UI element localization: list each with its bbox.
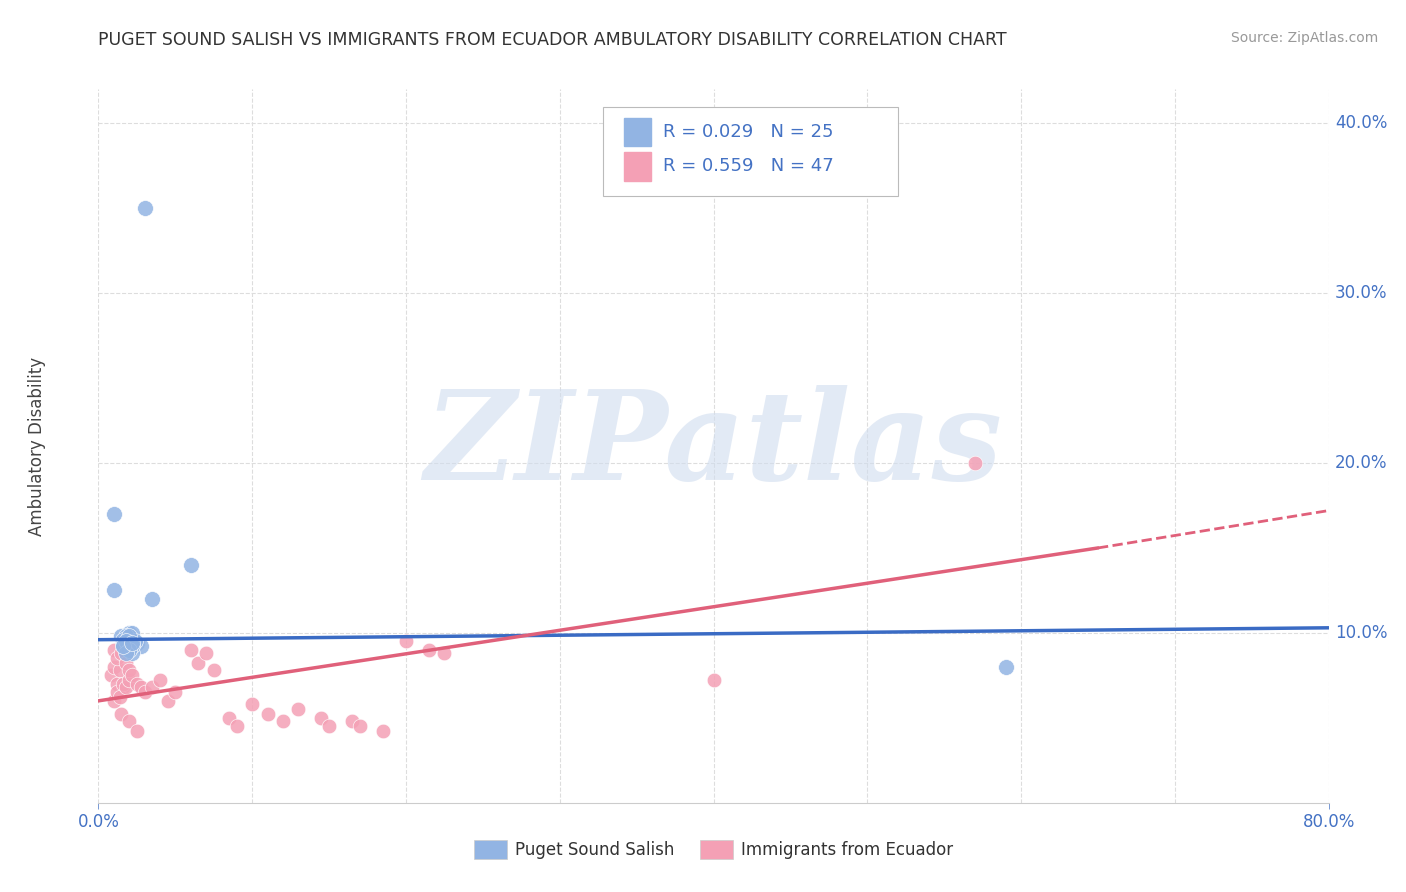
Text: R = 0.029   N = 25: R = 0.029 N = 25 (664, 123, 834, 141)
Point (112, 638, 135, 652)
Point (165, 685, 187, 699)
Point (141, 591, 163, 606)
Point (112, 680, 135, 694)
Point (131, 680, 153, 694)
Point (125, 677, 148, 691)
Point (287, 702, 309, 716)
Point (103, 660, 125, 674)
Point (418, 643, 440, 657)
Legend: Puget Sound Salish, Immigrants from Ecuador: Puget Sound Salish, Immigrants from Ecua… (467, 833, 960, 866)
Text: Ambulatory Disability: Ambulatory Disability (28, 357, 46, 535)
Text: Source: ZipAtlas.com: Source: ZipAtlas.com (1230, 31, 1378, 45)
Point (180, 558, 202, 572)
Point (225, 719, 247, 733)
Point (118, 629, 141, 643)
Point (118, 643, 141, 657)
Point (340, 714, 363, 729)
Point (121, 668, 143, 682)
Text: 20.0%: 20.0% (1334, 454, 1388, 472)
Text: 30.0%: 30.0% (1334, 284, 1388, 302)
Point (110, 629, 132, 643)
Point (125, 724, 148, 739)
Point (311, 711, 333, 725)
Point (271, 714, 294, 729)
Point (103, 583, 125, 598)
Point (118, 714, 141, 729)
FancyBboxPatch shape (603, 107, 898, 196)
Point (115, 657, 138, 671)
Point (110, 707, 132, 722)
Point (121, 636, 143, 650)
Point (103, 507, 125, 521)
Point (256, 707, 278, 722)
Point (115, 629, 138, 643)
Point (371, 724, 394, 739)
Text: R = 0.559   N = 47: R = 0.559 N = 47 (664, 157, 834, 175)
Bar (624, 118, 651, 146)
Point (108, 663, 131, 677)
Point (105, 677, 128, 691)
Point (202, 663, 225, 677)
Point (134, 685, 156, 699)
Point (433, 646, 456, 660)
Text: 10.0%: 10.0% (1334, 624, 1388, 642)
Point (994, 660, 1017, 674)
Point (963, 456, 986, 470)
Point (103, 694, 125, 708)
Point (100, 668, 122, 682)
Point (112, 677, 135, 691)
Point (108, 690, 131, 705)
Point (118, 626, 141, 640)
Point (318, 719, 340, 733)
Point (124, 634, 146, 648)
Point (118, 673, 141, 688)
Bar (624, 152, 651, 180)
Point (349, 719, 371, 733)
Point (240, 698, 263, 712)
Point (395, 634, 418, 648)
Point (187, 657, 209, 671)
Point (703, 673, 725, 688)
Point (149, 673, 172, 688)
Point (195, 646, 218, 660)
Point (218, 711, 240, 725)
Point (105, 651, 128, 665)
Point (110, 646, 132, 660)
Point (115, 680, 138, 694)
Point (103, 643, 125, 657)
Point (156, 694, 179, 708)
Point (141, 680, 163, 694)
Point (131, 640, 153, 654)
Point (134, 201, 156, 215)
Point (105, 685, 128, 699)
Point (112, 632, 135, 647)
Text: ZIPatlas: ZIPatlas (425, 385, 1002, 507)
Point (118, 643, 141, 657)
Point (118, 663, 141, 677)
Point (115, 640, 138, 654)
Point (112, 640, 135, 654)
Point (121, 626, 143, 640)
Point (115, 634, 138, 648)
Text: PUGET SOUND SALISH VS IMMIGRANTS FROM ECUADOR AMBULATORY DISABILITY CORRELATION : PUGET SOUND SALISH VS IMMIGRANTS FROM EC… (98, 31, 1007, 49)
Point (125, 636, 148, 650)
Point (121, 646, 143, 660)
Text: 40.0%: 40.0% (1334, 114, 1388, 132)
Point (180, 643, 202, 657)
Point (121, 640, 143, 654)
Point (115, 646, 138, 660)
